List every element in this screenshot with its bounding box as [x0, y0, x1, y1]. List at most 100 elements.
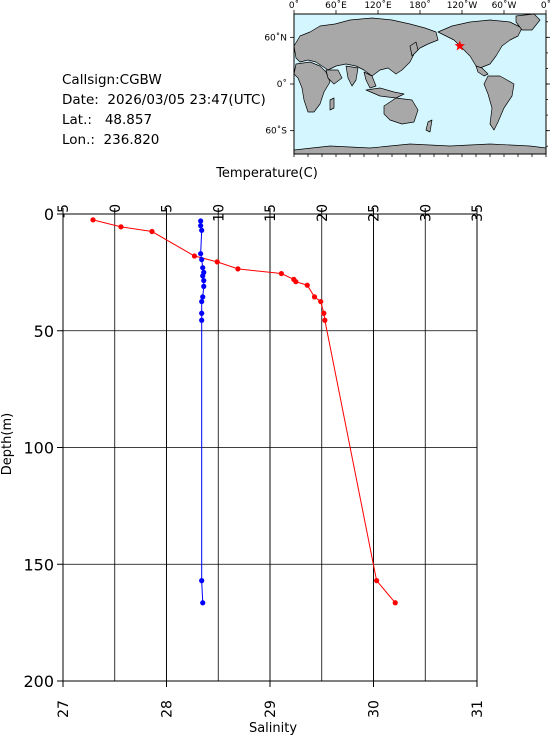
salinity-tick-label: 30 [367, 700, 383, 718]
land-south-america [483, 75, 515, 131]
temperature-tick-label: 35 [470, 204, 486, 222]
temperature-point [293, 279, 299, 285]
map-lat-label: 60˚S [265, 126, 287, 137]
lat-value: 48.857 [104, 112, 153, 128]
salinity-point [198, 251, 204, 257]
map-lon-label: 120˚W [447, 0, 478, 11]
station-star-icon [454, 40, 465, 51]
land-africa [293, 61, 331, 113]
callsign-label: Callsign: [62, 72, 120, 88]
map-lon-labels: 0˚ 60˚E 120˚E 180˚ 120˚W 60˚W 0˚ [289, 0, 551, 11]
salinity-point [198, 218, 204, 224]
lon-row: Lon.: 236.820 [62, 130, 266, 150]
salinity-point [199, 256, 205, 263]
axis-ticks [57, 208, 478, 687]
depth-tick-label: 100 [23, 439, 54, 458]
lon-label: Lon.: [62, 132, 95, 148]
temperature-point [118, 224, 124, 230]
lat-row: Lat.: 48.857 [62, 110, 266, 130]
salinity-point [199, 317, 205, 323]
land-australia [383, 97, 419, 125]
land-se-asia [363, 71, 377, 89]
salinity-point [199, 310, 205, 316]
temperature-tick-label: 20 [315, 204, 331, 222]
land-new-zealand [425, 119, 433, 133]
salinity-point [200, 273, 206, 279]
lat-label: Lat.: [62, 112, 92, 128]
salinity-axis-label: Salinity [249, 721, 297, 736]
temperature-point [304, 282, 310, 288]
date-row: Date: 2026/03/05 23:47(UTC) [62, 90, 266, 110]
temperature-point [321, 310, 327, 316]
salinity-point [199, 578, 205, 584]
date-value: 2026/03/05 23:47(UTC) [107, 92, 266, 108]
map-lat-label: 60˚N [264, 32, 287, 43]
depth-tick-label: 150 [23, 555, 54, 574]
temperature-tick-label: 0 [108, 204, 124, 213]
salinity-tick-label: 27 [56, 700, 72, 718]
salinity-point [199, 298, 205, 305]
map-ticks [290, 10, 550, 157]
map-lon-label: 180˚ [409, 0, 431, 11]
salinity-point [200, 600, 206, 606]
salinity-tick-label: 31 [470, 700, 486, 718]
land-indonesia [365, 87, 405, 99]
temperature-point [311, 294, 318, 300]
temperature-tick-label: 5 [160, 204, 176, 213]
salinity-series [198, 218, 207, 606]
temperature-tick-label: -5 [56, 204, 72, 218]
depth-tick-label: 0 [44, 205, 54, 224]
temperature-point [322, 317, 328, 323]
temperature-point [90, 217, 96, 223]
temperature-point [235, 266, 241, 272]
land-india [345, 65, 359, 87]
salinity-tick-label: 28 [160, 700, 176, 718]
salinity-point [201, 283, 207, 289]
salinity-point [198, 223, 204, 229]
temperature-point [214, 259, 220, 265]
temperature-point [191, 253, 198, 259]
temperature-tick-label: 15 [263, 204, 279, 222]
date-label: Date: [62, 92, 99, 108]
map-lon-label: 60˚E [325, 0, 347, 11]
map-land [293, 13, 547, 155]
salinity-point [200, 294, 206, 300]
depth-tick-label: 200 [23, 672, 54, 691]
land-arabia [325, 69, 343, 85]
callsign-value: CGBW [119, 72, 162, 88]
temperature-point [374, 578, 380, 584]
world-map: 0˚ 60˚E 120˚E 180˚ 120˚W 60˚W 0˚ 60˚N 0˚ 60˚S [264, 0, 551, 157]
series-layer [90, 217, 398, 606]
temperature-tick-label: 10 [211, 204, 227, 222]
salinity-tick-label: 29 [263, 700, 279, 718]
salinity-point [201, 277, 207, 284]
depth-axis-label: Depth(m) [0, 413, 15, 475]
temperature-point [278, 270, 284, 277]
temperature-point [318, 298, 324, 305]
temperature-series [90, 217, 398, 606]
map-lon-label: 0˚ [541, 0, 551, 11]
land-central-america [475, 65, 489, 77]
land-japan [409, 41, 419, 57]
callsign-row: Callsign:CGBW [62, 70, 266, 90]
temperature-axis-label: Temperature(C) [215, 166, 318, 181]
salinity-point [200, 265, 206, 271]
station-info: Callsign:CGBW Date: 2026/03/05 23:47(UTC… [62, 70, 266, 150]
temperature-tick-label: 25 [367, 204, 383, 222]
depth-tick-labels: 0 50 100 150 200 [23, 205, 54, 691]
lon-value: 236.820 [103, 132, 160, 148]
depth-tick-label: 50 [34, 322, 54, 341]
map-lon-label: 60˚W [492, 0, 517, 11]
temperature-tick-label: 30 [418, 204, 434, 222]
map-lon-label: 120˚E [364, 0, 392, 11]
map-lon-label: 0˚ [289, 0, 299, 11]
temperature-point [392, 600, 398, 606]
temperature-tick-labels: -5 0 5 10 15 20 25 30 35 [56, 204, 486, 222]
salinity-tick-labels: 27 28 29 30 31 [56, 700, 486, 718]
map-lat-labels: 60˚N 0˚ 60˚S [264, 32, 287, 136]
land-madagascar [329, 97, 335, 111]
horizontal-gridlines [63, 213, 477, 682]
map-lat-label: 0˚ [277, 79, 287, 90]
land-europe-asia [293, 17, 439, 77]
